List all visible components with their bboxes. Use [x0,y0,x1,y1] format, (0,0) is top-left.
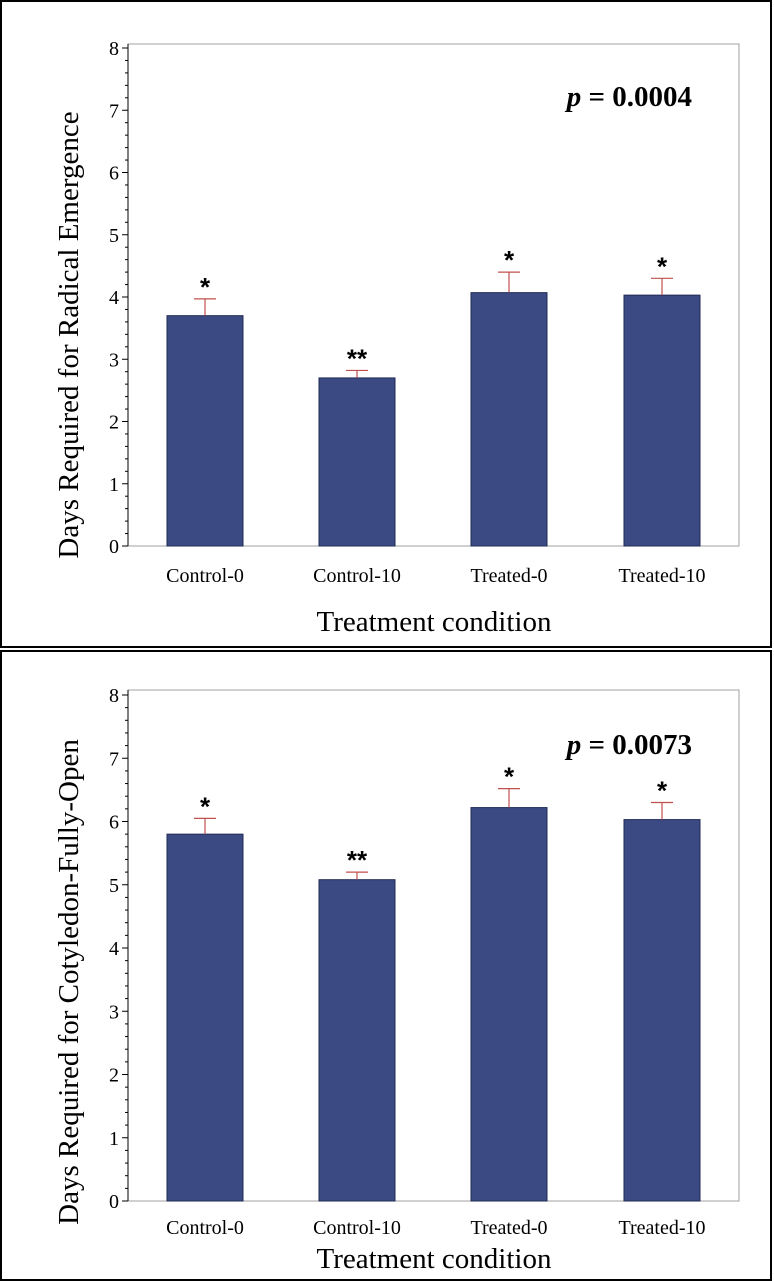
x-axis-label: Treatment condition [317,1243,552,1275]
x-axis-categories: Control-0 Control-10 Treated-0 Treated-10 [166,1217,705,1239]
x-category-label: Control-10 [313,1217,401,1239]
bar-control-0 [166,315,244,547]
chart-radical-emergence: Days Required for Radical Emergence Trea… [53,38,740,638]
y-tick-label: 1 [109,1128,119,1150]
y-tick-label: 5 [109,225,119,247]
y-tick-label: 6 [109,163,119,185]
x-category-label: Treated-10 [618,1217,705,1239]
y-tick-label: 6 [109,812,119,834]
significance-marker: ** [347,343,368,373]
bar-treated-10 [623,819,701,1202]
y-axis-ticks: 0 1 2 3 4 5 6 7 8 [109,685,128,1213]
y-tick-label: 3 [109,349,119,371]
x-category-label: Control-0 [166,565,244,587]
significance-marker: * [200,791,211,821]
bar-treated-10 [623,294,701,547]
bar-treated-0 [470,292,548,547]
chart-panel-radical-emergence: Days Required for Radical Emergence Trea… [0,0,772,648]
y-tick-label: 7 [109,748,119,770]
bar-control-10 [318,377,396,547]
significance-marker: ** [347,845,368,875]
bars: **** * [166,245,701,547]
bar-control-0 [166,833,244,1202]
y-axis-label: Days Required for Radical Emergence [53,111,85,558]
x-category-label: Treated-0 [470,1217,547,1239]
y-tick-label: 4 [109,287,119,309]
y-tick-label: 2 [109,1065,119,1087]
y-tick-label: 1 [109,474,119,496]
p-value-annotation: p = 0.0073 [564,729,692,761]
significance-marker: * [657,776,668,806]
y-tick-label: 5 [109,875,119,897]
bar-control-10 [318,879,396,1202]
x-axis-label: Treatment condition [317,606,552,638]
x-category-label: Control-0 [166,1217,244,1239]
y-axis-label: Days Required for Cotyledon-Fully-Open [53,739,85,1225]
chart-panel-cotyledon-open: Days Required for Cotyledon-Fully-Open T… [0,650,772,1281]
x-category-label: Control-10 [313,565,401,587]
p-value-annotation: p = 0.0004 [564,81,692,113]
bars: **** * [166,762,701,1202]
y-tick-label: 0 [109,1191,119,1213]
x-axis-categories: Control-0 Control-10 Treated-0 Treated-10 [166,565,705,587]
y-tick-label: 8 [109,685,119,707]
bar-treated-0 [470,807,548,1202]
y-tick-label: 2 [109,412,119,434]
y-tick-label: 8 [109,38,119,60]
chart-cotyledon-open: Days Required for Cotyledon-Fully-Open T… [53,685,740,1275]
x-category-label: Treated-0 [470,565,547,587]
significance-marker: * [504,762,515,792]
y-axis-ticks: 0 1 2 3 4 5 6 7 8 [109,38,128,558]
y-tick-label: 3 [109,1001,119,1023]
y-tick-label: 0 [109,536,119,558]
x-category-label: Treated-10 [618,565,705,587]
significance-marker: * [657,251,668,281]
significance-marker: * [200,272,211,302]
y-tick-label: 4 [109,938,119,960]
significance-marker: * [504,245,515,275]
y-tick-label: 7 [109,100,119,122]
